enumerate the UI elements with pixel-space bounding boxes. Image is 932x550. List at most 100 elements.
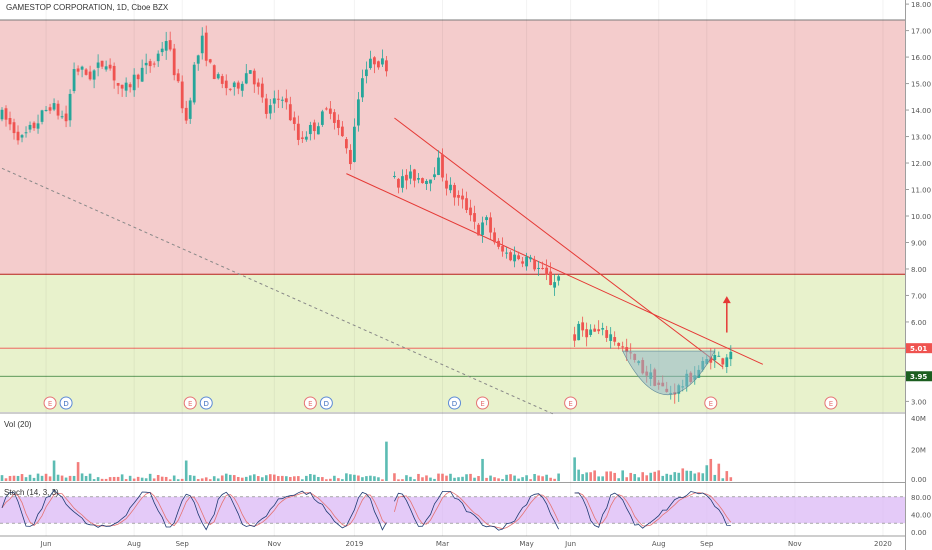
time-axis[interactable]: Jun Aug Sep Nov 2019 Mar May Jun Aug Sep Nov 2020 [40,540,892,548]
event-marker-label: D [452,400,457,408]
candle [308,124,312,135]
volume-bar [705,465,709,481]
stochastic-lines [0,489,905,531]
volume-bar [144,478,148,481]
candle [509,252,512,261]
earnings-marker [564,396,578,410]
candle [356,99,360,126]
trendline [394,117,724,368]
volume-bar [321,477,324,481]
candle [725,357,729,367]
event-marker-label: D [63,400,68,408]
volume-bar [685,470,689,481]
candle [517,255,520,260]
volume-bar [537,475,540,481]
candle [361,78,364,98]
volume-bar [184,460,188,481]
volume-bar [533,474,536,481]
volume-bar [641,472,645,481]
event-marker-label: E [709,400,713,408]
candle [160,48,164,53]
candle [581,322,585,331]
volume-bar [160,476,164,481]
candle [425,180,428,185]
volume-bar [509,474,512,481]
candle [312,122,316,132]
candle [585,329,589,338]
volume-bar [425,475,428,481]
candle [156,53,160,62]
candle [256,82,260,87]
volume-bar [212,476,216,481]
price-zones [0,19,905,412]
price-axis[interactable]: 18.00 17.00 16.00 15.00 14.00 13.00 12.00 11.00… [905,1,932,537]
volume-bar [605,471,608,481]
volume-bar [549,477,552,481]
volume-bar [697,472,701,481]
volume-bar [96,477,100,481]
candle [441,154,444,178]
volume-bar [677,472,681,481]
volume-bar [529,479,532,481]
candle [461,195,464,200]
candle [401,176,404,188]
volume-bar [445,475,448,481]
candle [373,57,376,65]
candle [88,71,92,80]
volume-bar [313,474,316,481]
volume-bar [289,476,292,481]
volume-bar [713,474,717,481]
candle [108,64,112,69]
volume-bar [457,477,460,481]
candle [208,59,212,63]
candle [457,195,460,198]
volume-tick-label: 0.00 [911,476,927,484]
candle [176,73,180,82]
volume-bar [56,474,60,481]
volume-bar [525,475,528,481]
volume-bar [717,463,721,481]
volume-bar [168,479,172,481]
price-label-badge [906,371,932,382]
volume-bar [188,475,192,481]
volume-bar [140,477,144,481]
volume-bar [305,475,308,481]
volume-bar [453,477,456,481]
volume-bar [613,472,616,481]
volume-bar [309,474,312,481]
stoch-band [0,496,905,524]
volume-bar [413,479,416,481]
volume-bar [136,476,140,481]
volume-bar [24,477,28,481]
candle [40,110,44,122]
price-tick-label: 13.00 [911,134,931,142]
volume-bar [409,476,412,481]
volume-bar [76,462,80,481]
volume-tick-label: 40M [911,415,926,423]
dividend-marker [199,396,213,410]
candle [120,84,124,89]
volume-bar [80,473,84,481]
volume-bar [329,478,332,481]
candle [609,334,613,341]
stoch-pane-label: Stoch (14, 3, 3) [4,488,59,497]
volume-bar [461,476,464,481]
volume-bar [633,474,637,481]
volume-bar [116,476,120,481]
candle [272,98,276,104]
candle [545,267,549,275]
zone-green [0,274,905,412]
volume-bar [72,475,76,481]
candle [493,232,496,243]
candle [601,328,605,330]
volume-bar [401,479,404,481]
candle [0,109,4,120]
candle [72,69,76,92]
candle [20,135,24,138]
volume-bar [573,457,576,481]
dividend-marker [448,396,462,410]
volume-bar [477,476,480,481]
candle [112,65,116,81]
